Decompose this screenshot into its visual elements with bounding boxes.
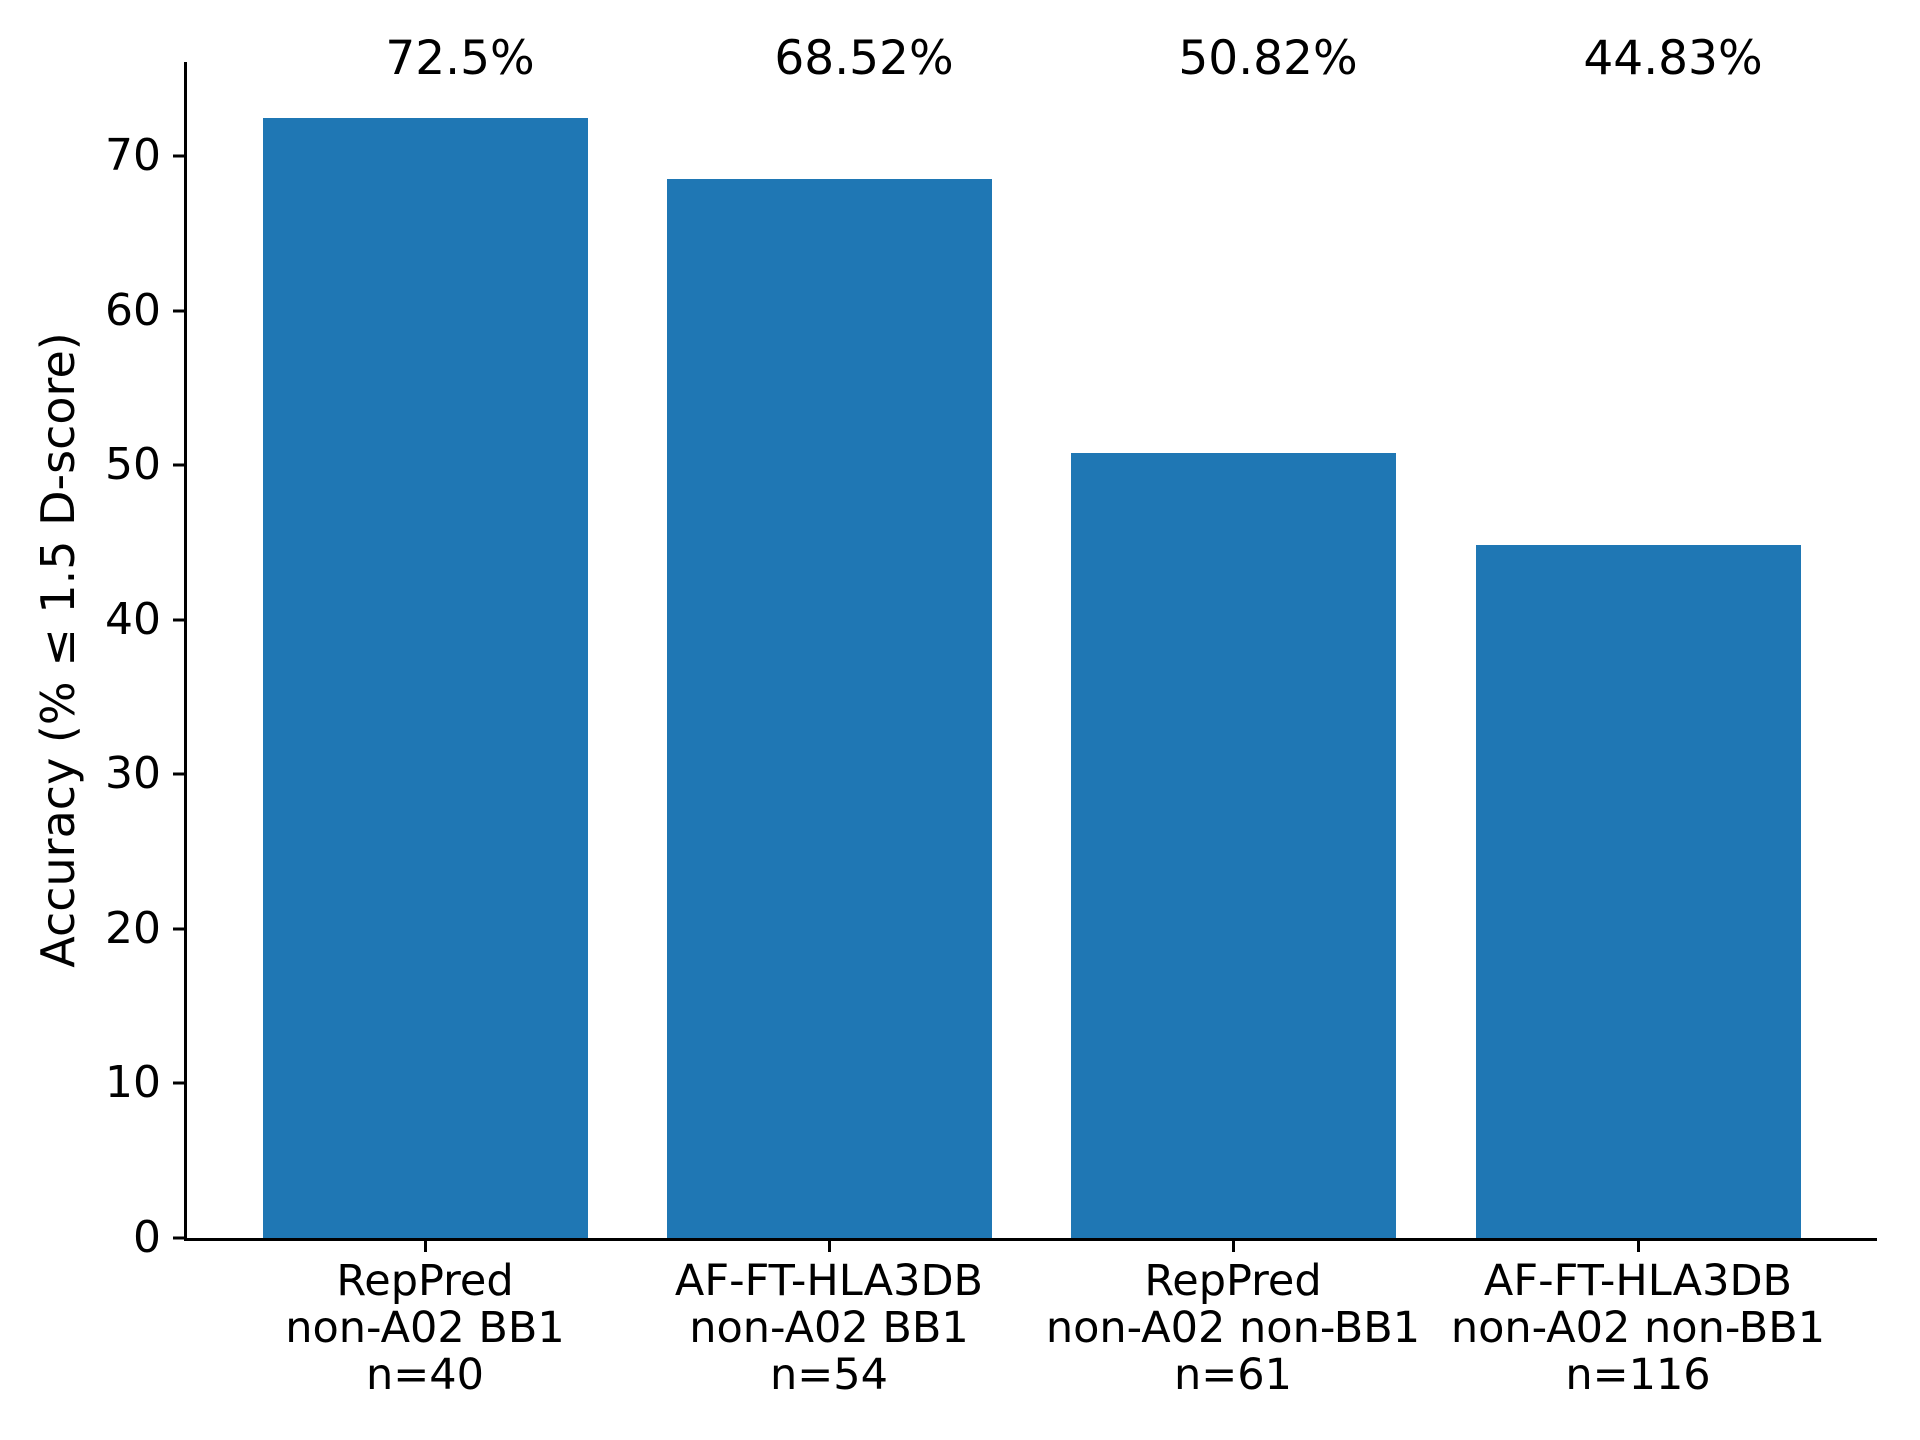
x-tick-mark <box>424 1238 427 1252</box>
x-tick-mark <box>1637 1238 1640 1252</box>
x-tick-mark <box>828 1238 831 1252</box>
y-tick-label: 30 <box>105 748 161 800</box>
x-category-line: RepPred <box>336 1256 514 1306</box>
x-category-label: AF-FT-HLA3DB non-A02 BB1 n=54 <box>579 1258 1079 1399</box>
x-category-line: n=40 <box>366 1350 484 1400</box>
y-tick-mark <box>173 618 187 622</box>
bar-value-label: 50.82% <box>1178 31 1358 86</box>
y-tick-label: 50 <box>105 439 161 491</box>
y-tick-mark <box>173 309 187 313</box>
x-category-label: AF-FT-HLA3DB non-A02 non-BB1 n=116 <box>1388 1258 1888 1399</box>
y-tick-mark <box>173 154 187 158</box>
x-category-line: non-A02 non-BB1 <box>1450 1303 1826 1353</box>
x-category-line: RepPred <box>1144 1256 1322 1306</box>
y-tick-mark <box>173 1236 187 1240</box>
y-tick-mark <box>173 772 187 776</box>
y-tick-mark <box>173 1081 187 1085</box>
x-tick-mark <box>1232 1238 1235 1252</box>
x-category-label: RepPred non-A02 BB1 n=40 <box>175 1258 675 1399</box>
x-category-line: n=116 <box>1565 1350 1711 1400</box>
y-axis-label: Accuracy (% ≤ 1.5 D-score) <box>31 332 85 968</box>
x-category-line: n=61 <box>1174 1350 1292 1400</box>
y-tick-label: 0 <box>133 1212 161 1263</box>
bar-reppred-non-a02-bb1 <box>263 117 588 1238</box>
x-category-line: AF-FT-HLA3DB <box>674 1256 984 1306</box>
x-category-line: AF-FT-HLA3DB <box>1483 1256 1793 1306</box>
y-tick-mark <box>173 927 187 931</box>
bar-value-label: 72.5% <box>385 31 535 86</box>
x-category-label: RepPred non-A02 non-BB1 n=61 <box>983 1258 1483 1399</box>
y-tick-label: 20 <box>105 902 161 954</box>
y-tick-label: 60 <box>105 284 161 336</box>
plot-area: 0 10 20 30 40 50 60 70 <box>105 62 1877 1260</box>
bar-afft-hla3db-non-a02-bb1 <box>667 179 992 1238</box>
bar-reppred-non-a02-non-bb1 <box>1071 452 1396 1238</box>
y-tick-label: 70 <box>105 130 161 182</box>
bar-value-label: 44.83% <box>1583 31 1763 86</box>
x-category-line: non-A02 BB1 <box>285 1303 565 1353</box>
x-category-line: n=54 <box>770 1350 888 1400</box>
y-tick-label: 10 <box>105 1057 161 1109</box>
bar-value-label: 68.52% <box>774 31 954 86</box>
y-tick-label: 40 <box>105 593 161 645</box>
bar-afft-hla3db-non-a02-non-bb1 <box>1476 545 1801 1238</box>
x-category-line: non-A02 BB1 <box>689 1303 969 1353</box>
y-tick-mark <box>173 463 187 467</box>
x-category-line: non-A02 non-BB1 <box>1045 1303 1421 1353</box>
